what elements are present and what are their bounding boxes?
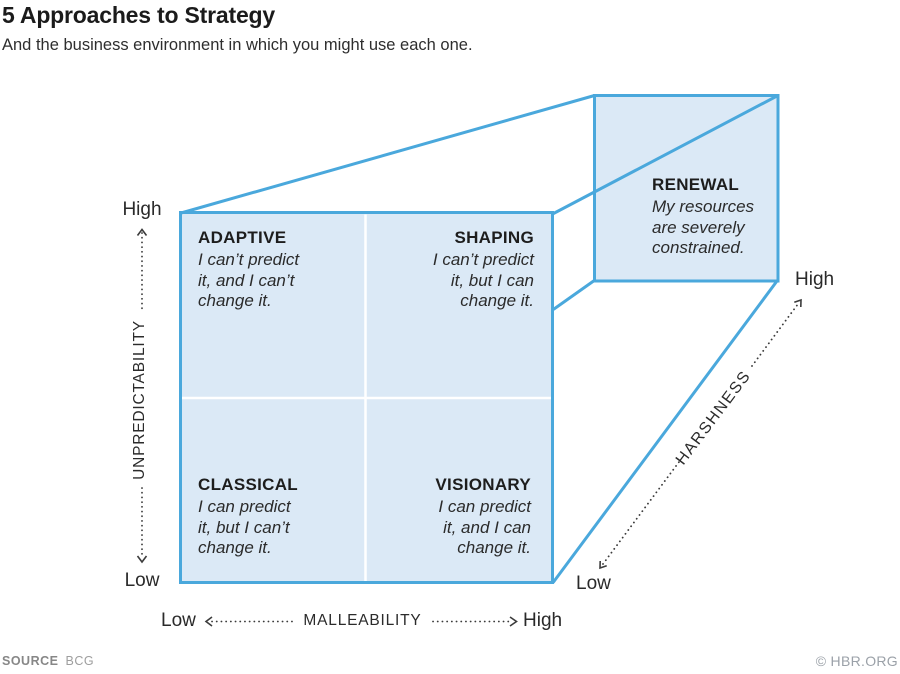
page-title: 5 Approaches to Strategy [2, 2, 275, 28]
quadrant-shaping: SHAPING I can’t predict it, but I can ch… [374, 228, 534, 312]
renewal-panel [593, 94, 780, 283]
arrow-left-icon [204, 616, 213, 627]
unpredictability-axis-label: UNPREDICTABILITY [131, 320, 148, 480]
harshness-high-label: High [795, 269, 835, 290]
arrow-up-icon [136, 228, 148, 236]
source-attribution: SOURCE BCG [2, 654, 94, 668]
quadrant-classical-title: CLASSICAL [198, 475, 298, 494]
page-subtitle: And the business environment in which yo… [2, 36, 473, 54]
quadrant-visionary-description: I can predict it, and I can change it. [438, 497, 531, 557]
quadrant-shaping-title: SHAPING [454, 228, 534, 247]
credit-label: © HBR.ORG [815, 653, 898, 669]
malleability-high-label: High [523, 610, 563, 631]
quadrant-renewal-description: My resources are severely constrained. [652, 197, 755, 257]
harshness-low-label: Low [576, 573, 611, 594]
harshness-axis [599, 298, 802, 570]
unpredictability-low-label: Low [124, 570, 160, 591]
source-label: SOURCE [2, 654, 59, 668]
quadrant-visionary-title: VISIONARY [435, 475, 531, 494]
source-value: BCG [65, 654, 95, 668]
perspective-edge-back-bottom [552, 278, 597, 311]
quadrant-shaping-description: I can’t predict it, but I can change it. [432, 250, 534, 310]
perspective-edge-top-left [179, 94, 596, 215]
arrow-down-icon [136, 555, 148, 564]
quadrant-visionary: VISIONARY I can predict it, and I can ch… [371, 475, 531, 559]
perspective-edge-top-right [552, 94, 779, 215]
quadrant-adaptive: ADAPTIVE I can’t predict it, and I can’t… [198, 228, 358, 312]
unpredictability-axis [136, 228, 148, 564]
perspective-edge-bottom [552, 279, 779, 584]
arrow-up-right-icon [794, 298, 802, 308]
quadrant-adaptive-description: I can’t predict it, and I can’t change i… [198, 250, 300, 310]
malleability-axis [204, 616, 518, 627]
quadrant-renewal-title: RENEWAL [652, 175, 740, 194]
quadrant-adaptive-title: ADAPTIVE [198, 228, 287, 247]
quadrant-renewal: RENEWAL My resources are severely constr… [652, 175, 782, 259]
malleability-axis-label: MALLEABILITY [303, 612, 422, 629]
arrow-right-icon [509, 616, 518, 627]
quadrant-classical-description: I can predict it, but I can’t change it. [198, 497, 291, 557]
malleability-low-label: Low [161, 610, 196, 631]
unpredictability-high-label: High [122, 199, 162, 220]
quadrant-classical: CLASSICAL I can predict it, but I can’t … [198, 475, 358, 559]
arrow-down-left-icon [599, 560, 607, 570]
